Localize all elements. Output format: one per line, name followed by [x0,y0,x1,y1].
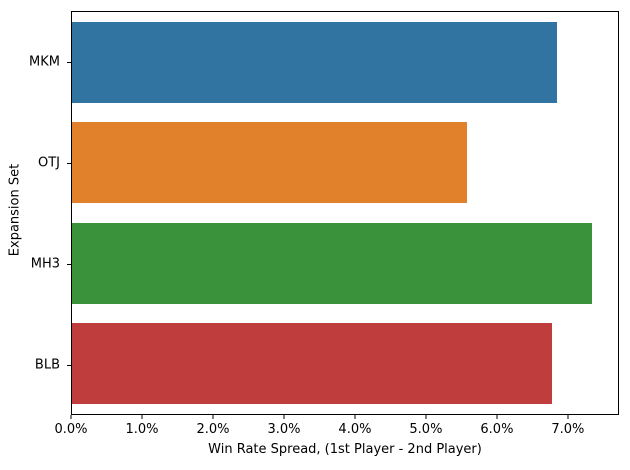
bar-blb [72,323,553,405]
x-tick-label: 1.0% [125,422,159,437]
y-tick-mark [67,162,71,164]
x-tick-label: 0.0% [54,422,88,437]
x-tick-label: 4.0% [338,422,372,437]
x-tick-label: 7.0% [551,422,585,437]
bar-mkm [72,21,558,103]
y-tick-mark [67,61,71,63]
x-axis-label: Win Rate Spread, (1st Player - 2nd Playe… [208,442,482,457]
x-tick-mark [283,415,285,419]
y-tick-label: MKM [29,54,60,69]
y-tick-mark [67,263,71,265]
x-tick-mark [70,415,72,419]
plot-area [71,11,619,415]
x-axis-ticks: 0.0% 1.0% 2.0% 3.0% 4.0% 5.0% 6.0% 7.0% [54,415,619,465]
y-axis-ticks: MKM OTJ MH3 BLB [0,11,71,415]
y-tick-label: MH3 [30,256,60,271]
x-tick-label: 6.0% [480,422,514,437]
bar-mh3 [72,222,592,304]
x-tick-mark [354,415,356,419]
y-tick-label: OTJ [37,155,60,170]
x-tick-mark [212,415,214,419]
x-tick-mark [425,415,427,419]
x-tick-mark [567,415,569,419]
y-tick-mark [67,364,71,366]
bar-otj [72,122,468,204]
y-tick-label: BLB [34,357,60,372]
x-tick-label: 3.0% [267,422,301,437]
x-tick-label: 2.0% [196,422,230,437]
x-tick-mark [141,415,143,419]
x-tick-label: 5.0% [409,422,443,437]
x-tick-mark [496,415,498,419]
